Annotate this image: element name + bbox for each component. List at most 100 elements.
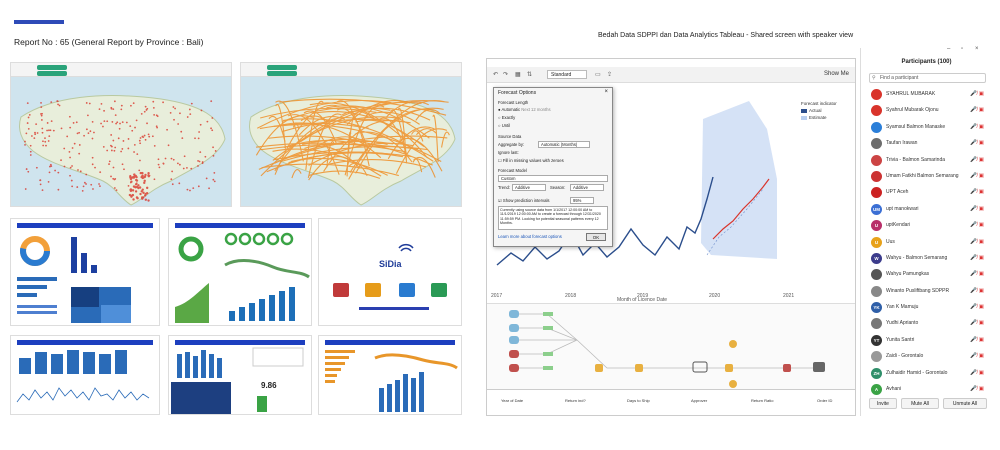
participant-row[interactable]: Zaidi - Gorontalo 🎤̸ ▣ [869,349,986,365]
x-axis-label: Month of Licence Date [617,297,668,303]
participant-row[interactable]: Syahrul Mubarak Ojonu 🎤̸ ▣ [869,103,986,119]
avatar: YK [871,302,882,314]
participant-row[interactable]: Syamsul Balmon Manaske 🎤̸ ▣ [869,120,986,136]
participant-row[interactable]: Taufan Irawan 🎤̸ ▣ [869,136,986,152]
muted-mic-icon[interactable]: 🎤̸ ▣ [970,304,984,311]
participant-row[interactable]: Winanto Pusliftbang SDPPR 🎤̸ ▣ [869,284,986,300]
invite-button[interactable]: Invite [869,398,897,409]
muted-mic-icon[interactable]: 🎤̸ ▣ [970,91,984,97]
col-return-ratio[interactable]: Return Ratio [751,398,774,403]
muted-mic-icon[interactable]: 🎤̸ ▣ [970,369,984,376]
ok-button[interactable]: OK [586,233,606,241]
col-return-ind[interactable]: Return ind? [565,398,586,403]
show-me-button[interactable]: Show Me [823,71,849,77]
avatar: U [871,236,882,248]
col-days-to-ship[interactable]: Days to Ship [627,398,650,403]
bali-point-map[interactable] [10,62,232,207]
muted-mic-icon[interactable]: 🎤̸ ▣ [970,386,984,393]
muted-mic-icon[interactable]: 🎤̸ ▣ [970,287,984,294]
mute-all-button[interactable]: Mute All [901,398,939,409]
unmute-all-button[interactable]: Unmute All [943,398,987,409]
dashboard-tile-2[interactable] [168,218,312,326]
aggregate-by-select[interactable]: Automatic (Months) [538,141,590,148]
muted-mic-icon[interactable]: 🎤̸ ▣ [970,222,984,229]
muted-mic-icon[interactable]: 🎤̸ ▣ [970,205,984,212]
muted-mic-icon[interactable]: 🎤̸ ▣ [970,320,984,327]
muted-mic-icon[interactable]: 🎤̸ ▣ [970,107,984,114]
interval-select[interactable]: 95% [570,197,594,204]
muted-mic-icon[interactable]: 🎤̸ ▣ [970,156,984,163]
dashboard-tile-4[interactable]: 9.86 [168,335,312,415]
col-year-of-date[interactable]: Year of Date [501,398,524,403]
participant-row[interactable]: UM upt manokwari 🎤̸ ▣ [869,202,986,218]
fit-select[interactable]: Standard [547,70,587,79]
learn-more-link[interactable]: Learn more about forecast options [498,234,562,239]
map-toolbar [11,63,231,77]
minimize-icon[interactable]: – [947,46,951,52]
participant-list: SYAHRUL MUBARAK 🎤̸ ▣ Syahrul Mubarak Ojonu… [869,87,986,398]
participant-row[interactable]: U Uus 🎤̸ ▣ [869,235,986,251]
maximize-icon[interactable]: ▫ [961,46,964,52]
col-order-id[interactable]: Order ID [817,398,833,403]
dashboard-tile-5[interactable] [318,335,462,415]
tooltip-icon[interactable]: ▭ [595,72,601,78]
grid-icon[interactable]: ▦ [515,72,521,78]
participant-search-input[interactable]: ⚲ Find a participant [869,73,986,83]
muted-mic-icon[interactable]: 🎤̸ ▣ [970,123,984,130]
participant-name: Trivia - Balmon Samarinda [886,156,946,163]
dashboard-tile-3[interactable] [10,335,160,415]
participants-panel[interactable]: – ▫ × Participants (100) ⚲ Find a partic… [860,46,992,416]
participant-row[interactable]: YK Yan K Mamuju 🎤̸ ▣ [869,300,986,316]
option-until[interactable]: ○ Until [498,123,511,128]
participant-name: Yunita Santri [886,336,915,343]
share-icon[interactable]: ⇪ [607,72,613,78]
muted-mic-icon[interactable]: 🎤̸ ▣ [970,353,984,360]
model-select[interactable]: Custom [498,175,608,182]
trend-select[interactable]: Additive [512,184,546,191]
muted-mic-icon[interactable]: 🎤̸ ▣ [970,189,984,196]
participant-row[interactable]: Umam Fatkhi Balmon Semarang 🎤̸ ▣ [869,169,986,185]
participant-row[interactable]: W Wahyu - Balmon Semarang 🎤̸ ▣ [869,251,986,267]
option-automatic[interactable]: ● Automatic Next 12 months [498,107,551,112]
participant-row[interactable]: Yudhi Aprianto 🎤̸ ▣ [869,316,986,332]
dashboard-tile-1[interactable] [10,218,160,326]
bali-flow-map[interactable] [240,62,462,207]
season-select[interactable]: Additive [570,184,604,191]
muted-mic-icon[interactable]: 🎤̸ ▣ [970,140,984,147]
participant-row[interactable]: Trivia - Balmon Samarinda 🎤̸ ▣ [869,153,986,169]
redo-icon[interactable]: ↷ [503,72,509,78]
participant-row[interactable]: UPT Aceh 🎤̸ ▣ [869,185,986,201]
participant-row[interactable]: ZH Zulhaidir Hamid - Gorontalo 🎤̸ ▣ [869,366,986,382]
muted-mic-icon[interactable]: 🎤̸ ▣ [970,271,984,278]
dashboard-5-chart [325,350,458,412]
shared-screen-title: Bedah Data SDPPI dan Data Analytics Tabl… [598,32,854,39]
avatar [871,351,882,363]
muted-mic-icon[interactable]: 🎤̸ ▣ [970,172,984,179]
muted-mic-icon[interactable]: 🎤̸ ▣ [970,254,984,261]
muted-mic-icon[interactable]: 🎤̸ ▣ [970,336,984,343]
forecast-options-dialog[interactable]: Forecast Options × Forecast Length ● Aut… [493,87,613,247]
participant-row[interactable]: SYAHRUL MUBARAK 🎤̸ ▣ [869,87,986,103]
close-icon[interactable]: × [604,89,608,95]
dashboard-2-chart [175,232,310,323]
show-intervals-checkbox[interactable]: ☑ Show prediction intervals [498,198,550,203]
fill-missing-checkbox[interactable]: ☐ Fill in missing values with zeroes [498,158,564,163]
close-window-icon[interactable]: × [975,46,979,52]
participant-row[interactable]: A Avhani 🎤̸ ▣ [869,382,986,398]
participant-row[interactable]: YT Yunita Santri 🎤̸ ▣ [869,333,986,349]
muted-mic-icon[interactable]: 🎤̸ ▣ [970,238,984,245]
option-exactly[interactable]: ○ Exactly [498,115,516,120]
participant-row[interactable]: Wahyu Pamungkas 🎤̸ ▣ [869,267,986,283]
sort-icon[interactable]: ⇅ [527,72,533,78]
avatar [871,89,882,100]
undo-icon[interactable]: ↶ [493,72,499,78]
participant-name: Yudhi Aprianto [886,320,919,327]
prep-flow-canvas[interactable] [487,303,855,389]
sidia-logo-tile[interactable]: SiDia [318,218,462,326]
avatar [871,154,882,166]
avatar [871,318,882,330]
avatar [871,269,882,281]
tableau-window[interactable]: ↶ ↷ ▦ ⇅ Standard ▭ ⇪ Show Me Forecast in… [486,58,856,416]
col-approver[interactable]: Approver [691,398,708,403]
